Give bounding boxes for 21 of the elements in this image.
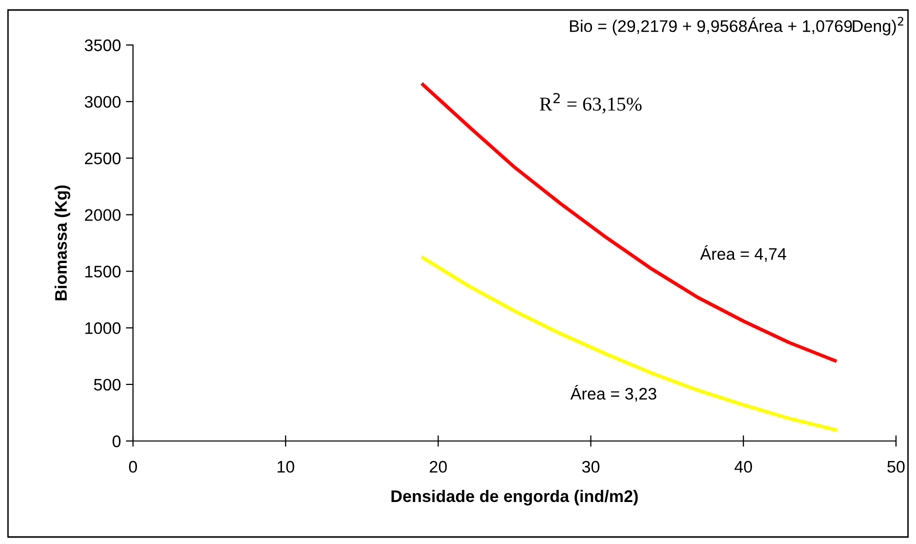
x-tick-label: 50 <box>887 460 905 473</box>
x-axis-title: Densidade de engorda (ind/m2) <box>392 490 638 506</box>
x-tick-label: 40 <box>734 460 752 473</box>
y-tick-label: 2000 <box>84 209 121 221</box>
y-axis-title: Biomassa (Kg) <box>54 185 70 300</box>
x-tick-label: 20 <box>430 460 447 473</box>
y-tick-label: 1000 <box>85 322 121 334</box>
line-series <box>421 82 837 362</box>
y-tick-label: 3500 <box>84 39 121 52</box>
y-tick-label: 1500 <box>85 266 121 278</box>
y-tick-label: 0 <box>112 435 121 448</box>
x-tick-label: 30 <box>582 460 600 473</box>
y-tick-label: 3000 <box>84 96 121 108</box>
annotation: R$^{2}$ = 63,15% <box>540 92 642 114</box>
annotation: Área = 3,23 <box>570 385 656 402</box>
annotation: Área = 4,74 <box>700 245 786 262</box>
x-tick-label: 10 <box>278 460 294 473</box>
y-tick-label: 500 <box>94 378 121 391</box>
y-tick-label: 2500 <box>84 152 121 164</box>
x-tick-label: 0 <box>129 460 137 473</box>
text: Bio = (29,2179 + 9,9568Área + 1,0769Deng)$^{2}$ <box>570 16 904 36</box>
